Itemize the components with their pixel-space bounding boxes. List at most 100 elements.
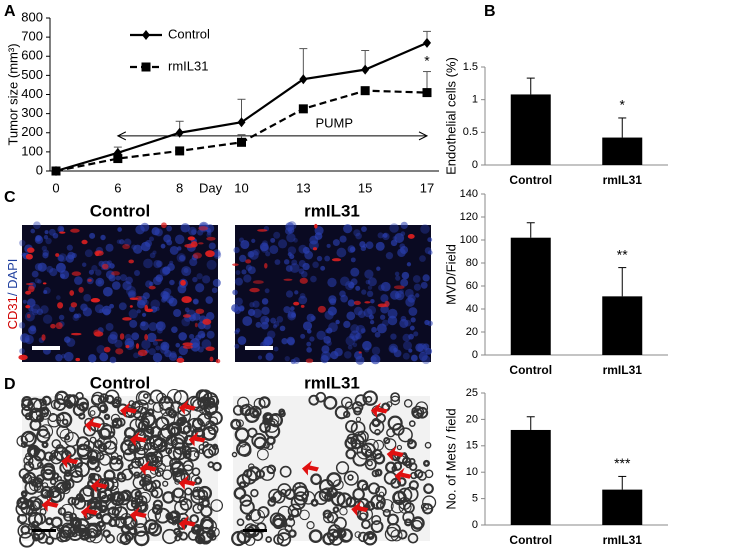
nucleus: [394, 232, 405, 243]
cd31-signal: [358, 351, 362, 354]
tissue: [396, 444, 403, 451]
nucleus: [347, 344, 353, 350]
tissue: [132, 475, 147, 490]
nucleus: [405, 297, 415, 307]
tissue: [277, 505, 293, 521]
y-axis-label: Endothelial cells (%): [443, 57, 458, 175]
tissue: [299, 509, 310, 521]
nucleus: [197, 229, 204, 236]
stain-dapi: / DAPI: [5, 259, 20, 297]
marker: [51, 166, 61, 176]
tissue: [147, 508, 161, 522]
tissue: [354, 531, 362, 539]
nucleus: [400, 221, 408, 230]
nucleus: [312, 261, 319, 269]
tissue: [210, 499, 224, 512]
tissue: [192, 417, 204, 430]
tissue: [293, 485, 310, 502]
nucleus: [316, 330, 326, 340]
cd31-signal: [180, 279, 186, 286]
tissue: [420, 502, 429, 511]
nucleus: [323, 336, 332, 344]
tissue: [308, 529, 323, 544]
nucleus: [111, 281, 121, 290]
tissue: [159, 401, 175, 417]
marker: [423, 37, 431, 48]
nucleus: [232, 289, 238, 296]
nucleus: [128, 309, 138, 319]
tissue: [362, 390, 378, 406]
nucleus: [36, 308, 44, 316]
nucleus: [259, 242, 269, 252]
nucleus: [273, 346, 279, 352]
tissue: [141, 475, 152, 486]
nucleus: [237, 336, 247, 345]
tissue: [208, 533, 217, 541]
tissue: [133, 530, 150, 547]
nucleus: [89, 232, 96, 239]
y-tick-label: 10: [466, 466, 478, 478]
tissue: [318, 488, 333, 502]
tissue: [61, 522, 74, 536]
nucleus: [22, 299, 27, 304]
tissue: [29, 500, 41, 512]
cd31-signal: [137, 349, 148, 357]
cd31-signal: [93, 331, 104, 337]
cd31-signal: [182, 314, 191, 318]
nucleus: [19, 239, 26, 247]
nucleus: [149, 252, 156, 259]
nucleus: [94, 304, 104, 314]
tissue: [415, 412, 422, 419]
marker: [237, 117, 246, 128]
tissue: [374, 468, 383, 477]
y-tick-label: 5: [472, 493, 478, 505]
nucleus: [141, 339, 151, 350]
tissue: [184, 487, 193, 496]
y-tick-label: 120: [460, 211, 478, 223]
cd31-signal: [55, 322, 63, 330]
nucleus: [234, 329, 240, 335]
nucleus: [24, 334, 34, 345]
nucleus: [355, 232, 362, 240]
nucleus: [371, 346, 381, 355]
tissue: [403, 502, 415, 514]
nucleus: [287, 311, 297, 321]
tissue: [63, 398, 72, 408]
cd31-signal: [18, 354, 28, 361]
tissue: [266, 464, 277, 475]
nucleus: [40, 305, 49, 314]
nucleus: [37, 279, 42, 284]
cd31-signal: [198, 242, 204, 245]
nucleus: [293, 238, 298, 243]
tissue: [19, 496, 26, 504]
cd31-signal: [202, 318, 212, 325]
tissue: [55, 444, 65, 453]
panel-label: A: [4, 3, 16, 20]
x-tick-label: rmIL31: [603, 173, 643, 187]
nucleus: [293, 357, 300, 364]
red-arrow: [178, 475, 196, 490]
cd31-signal: [249, 287, 260, 293]
tissue: [315, 391, 327, 403]
tissue: [256, 448, 269, 461]
cd31-signal: [205, 250, 215, 258]
nucleus: [152, 340, 158, 346]
tissue: [294, 482, 301, 489]
cd31-signal: [364, 301, 371, 304]
nucleus: [45, 237, 52, 245]
cd31-signal: [314, 223, 318, 229]
tissue: [60, 503, 75, 518]
cd31-signal: [252, 280, 264, 284]
nucleus: [175, 342, 181, 348]
nucleus: [252, 300, 260, 308]
nucleus: [285, 265, 293, 272]
nucleus: [59, 226, 65, 232]
nucleus: [353, 229, 361, 237]
x-tick-label: Control: [509, 533, 552, 547]
nucleus: [369, 320, 375, 325]
nucleus: [376, 266, 381, 271]
tissue: [362, 531, 378, 546]
tissue: [37, 425, 49, 438]
cd31-signal: [148, 285, 156, 290]
tissue: [239, 494, 253, 507]
